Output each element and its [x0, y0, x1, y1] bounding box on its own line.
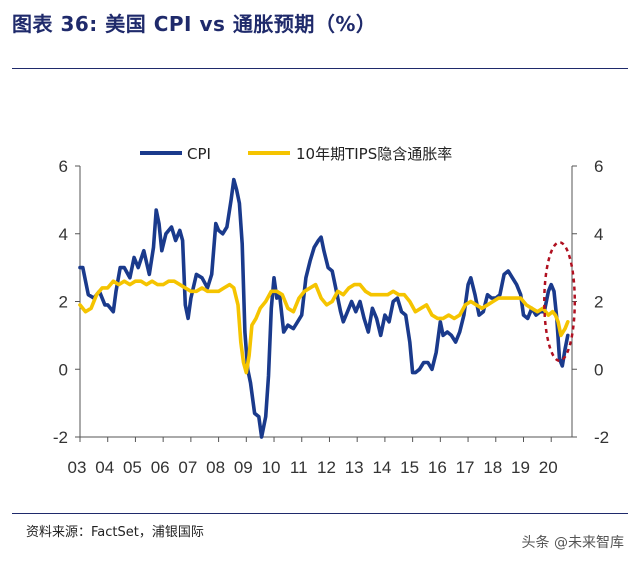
legend-label-breakeven: 10年期TIPS隐含通胀率 [296, 145, 452, 163]
x-tick-label: 14 [372, 458, 391, 477]
highlight-ellipse [543, 240, 577, 363]
y-tick-label-left: 6 [59, 157, 68, 176]
x-tick-label: 20 [539, 458, 558, 477]
y-tick-label-right: -2 [594, 428, 609, 447]
x-tick-label: 12 [317, 458, 336, 477]
y-tick-label-left: 4 [59, 225, 68, 244]
y-tick-label-right: 4 [594, 225, 603, 244]
chart-series [78, 177, 570, 439]
series-line-cpi [78, 177, 570, 439]
chart-title: 图表 36: 美国 CPI vs 通胀预期（%） [12, 12, 377, 36]
x-tick-label: 18 [483, 458, 502, 477]
x-tick-label: 15 [400, 458, 419, 477]
chart-legend: CPI 10年期TIPS隐含通胀率 [140, 145, 452, 163]
watermark: 头条 @未来智库 [521, 535, 624, 551]
y-tick-label-left: -2 [53, 428, 68, 447]
series-line-breakeven [78, 279, 570, 375]
y-tick-label-left: 0 [59, 360, 68, 379]
x-tick-label: 19 [511, 458, 530, 477]
footer-divider [12, 513, 628, 514]
x-tick-label: 03 [68, 458, 87, 477]
x-tick-label: 05 [123, 458, 142, 477]
y-tick-label-right: 2 [594, 293, 603, 312]
chart-annotation [543, 240, 577, 363]
x-tick-label: 04 [95, 458, 114, 477]
y-tick-label-left: 2 [59, 293, 68, 312]
x-tick-label: 07 [178, 458, 197, 477]
x-tick-label: 17 [456, 458, 475, 477]
x-tick-label: 10 [262, 458, 281, 477]
x-tick-label: 06 [151, 458, 170, 477]
x-tick-label: 11 [290, 458, 308, 477]
x-tick-label: 13 [345, 458, 364, 477]
y-tick-label-right: 0 [594, 360, 603, 379]
title-divider [12, 68, 628, 69]
x-tick-label: 09 [234, 458, 253, 477]
y-tick-label-right: 6 [594, 157, 603, 176]
legend-label-cpi: CPI [187, 145, 211, 163]
x-tick-label: 08 [206, 458, 225, 477]
x-tick-label: 16 [428, 458, 447, 477]
source-note: 资料来源：FactSet，浦银国际 [26, 525, 204, 540]
